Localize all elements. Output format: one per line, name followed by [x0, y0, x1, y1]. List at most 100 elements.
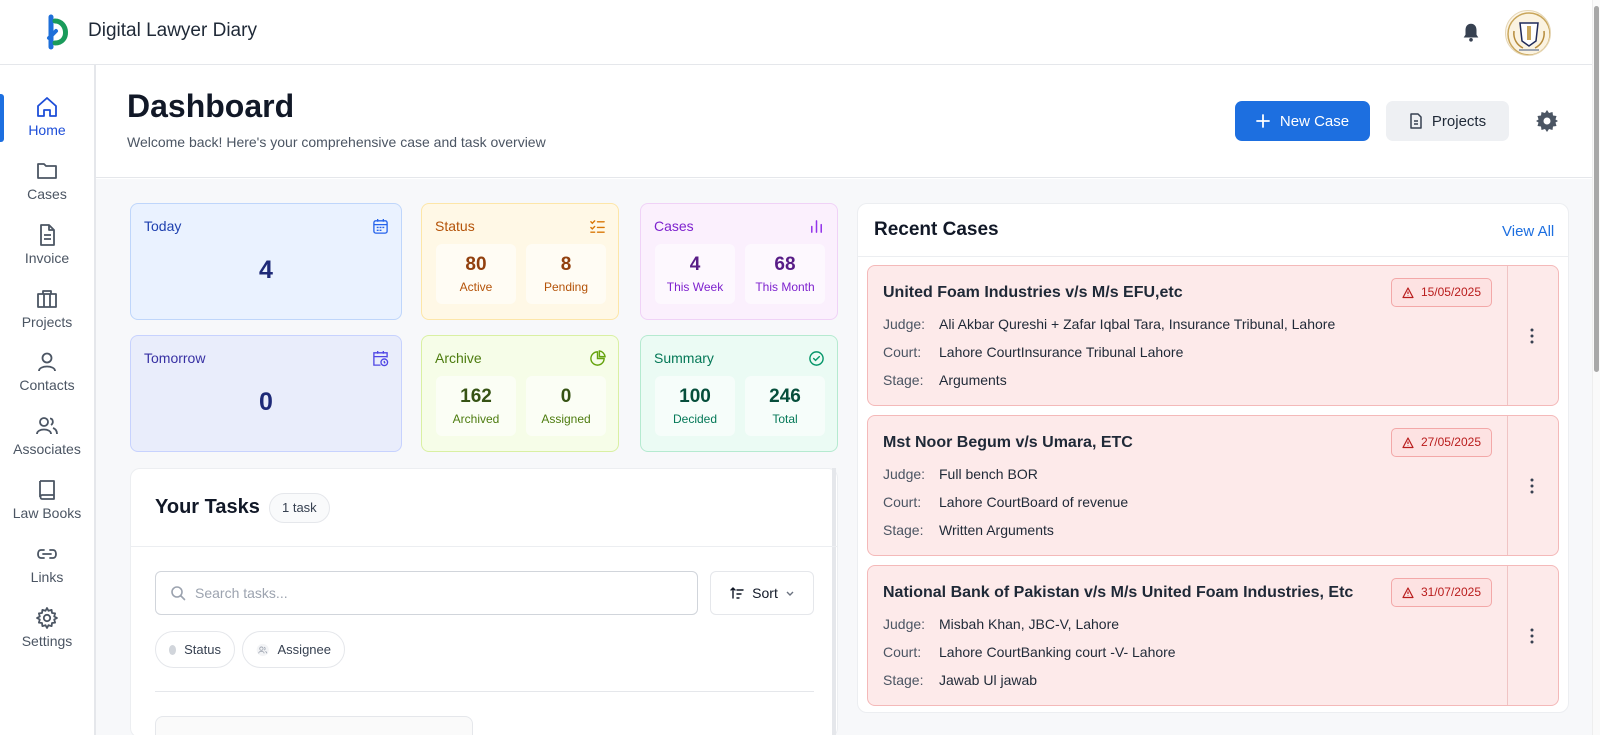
calendar-icon — [373, 218, 388, 234]
tasks-panel-scrollbar[interactable] — [832, 468, 836, 735]
task-search-input[interactable] — [195, 580, 685, 606]
divider — [131, 546, 837, 547]
case-stage-row: Stage: Written Arguments — [883, 522, 1054, 538]
stage-label: Stage: — [883, 672, 924, 688]
archive-card[interactable]: Archive 162 Archived 0 Assigned — [421, 335, 619, 452]
stat-archived: 162 Archived — [436, 376, 516, 436]
case-card[interactable]: United Foam Industries v/s M/s EFU,etc 1… — [867, 265, 1559, 406]
more-vertical-icon[interactable] — [1524, 626, 1540, 646]
stat-value: 162 — [460, 386, 492, 407]
checklist-icon — [590, 220, 605, 233]
case-judge-row: Judge: Misbah Khan, JBC-V, Lahore — [883, 616, 1119, 632]
status-card[interactable]: Status 80 Active 8 Pending — [421, 203, 619, 320]
sidebar-item-contacts[interactable]: Contacts — [0, 350, 94, 406]
stat-label: Total — [772, 412, 798, 426]
assignee-filter-chip[interactable]: Assignee — [242, 631, 345, 668]
judge-label: Judge: — [883, 466, 926, 482]
sidebar-item-law-books[interactable]: Law Books — [0, 478, 94, 534]
sidebar-item-settings[interactable]: Settings — [0, 606, 94, 662]
sidebar-item-home[interactable]: Home — [0, 94, 94, 151]
sidebar: Home Cases Invoice Projects Contacts Ass… — [0, 65, 96, 735]
case-stage: Written Arguments — [939, 522, 1054, 538]
task-item[interactable] — [155, 716, 473, 735]
sort-label: Sort — [752, 585, 778, 601]
case-stage-row: Stage: Arguments — [883, 372, 1007, 388]
plus-icon — [1255, 114, 1270, 128]
recent-cases-title: Recent Cases — [874, 219, 999, 240]
case-court: Lahore CourtBoard of revenue — [939, 494, 1129, 510]
home-icon — [37, 97, 57, 117]
warning-icon — [1402, 436, 1414, 448]
summary-card[interactable]: Summary 100 Decided 246 Total — [640, 335, 838, 452]
stat-label: Assigned — [541, 412, 591, 426]
case-card[interactable]: National Bank of Pakistan v/s M/s United… — [867, 565, 1559, 706]
hearing-date-badge: 15/05/2025 — [1390, 278, 1492, 307]
folder-icon — [37, 163, 57, 179]
case-card[interactable]: Mst Noor Begum v/s Umara, ETC 27/05/2025… — [867, 415, 1559, 556]
projects-label: Projects — [1431, 112, 1487, 130]
sort-button[interactable]: Sort — [710, 571, 814, 615]
sidebar-item-label: Invoice — [24, 250, 70, 266]
court-label: Court: — [883, 644, 922, 660]
sidebar-item-label: Contacts — [19, 377, 75, 393]
document-icon — [1410, 113, 1422, 129]
judge-label: Judge: — [883, 316, 926, 332]
hearing-date-badge: 31/07/2025 — [1390, 578, 1492, 607]
stat-pending: 8 Pending — [526, 244, 606, 304]
sidebar-item-label: Associates — [13, 441, 81, 457]
stat-decided: 100 Decided — [655, 376, 735, 436]
check-circle-icon — [809, 351, 824, 366]
stage-label: Stage: — [883, 522, 924, 538]
case-title: National Bank of Pakistan v/s M/s United… — [883, 584, 1354, 601]
today-card[interactable]: Today 4 — [130, 203, 402, 320]
card-title: Status — [435, 218, 475, 234]
stage-label: Stage: — [883, 372, 924, 388]
projects-button[interactable]: Projects — [1386, 101, 1509, 141]
tomorrow-count: 0 — [259, 388, 273, 416]
hearing-date: 15/05/2025 — [1420, 285, 1481, 299]
chip-label: Assignee — [277, 642, 331, 657]
divider — [1507, 416, 1508, 555]
case-judge: Misbah Khan, JBC-V, Lahore — [939, 616, 1120, 632]
status-filter-chip[interactable]: Status — [155, 631, 235, 668]
sidebar-item-associates[interactable]: Associates — [0, 414, 94, 470]
stat-value: 4 — [689, 254, 701, 275]
stat-label: Decided — [672, 412, 718, 426]
notification-bell-icon[interactable] — [1460, 21, 1482, 43]
stat-value: 0 — [560, 386, 572, 407]
divider — [858, 256, 1568, 257]
stat-value: 8 — [560, 254, 572, 275]
users-icon — [256, 643, 269, 656]
stat-label: Active — [459, 280, 493, 294]
scrollbar-thumb[interactable] — [1594, 6, 1599, 372]
stat-total: 246 Total — [745, 376, 825, 436]
more-vertical-icon[interactable] — [1524, 326, 1540, 346]
more-vertical-icon[interactable] — [1524, 476, 1540, 496]
gear-icon — [36, 607, 58, 629]
stat-value: 68 — [774, 254, 796, 275]
case-stage-row: Stage: Jawab Ul jawab — [883, 672, 1037, 688]
cases-card[interactable]: Cases 4 This Week 68 This Month — [640, 203, 838, 320]
settings-gear-icon[interactable] — [1535, 109, 1559, 133]
case-court-row: Court: Lahore CourtInsurance Tribunal Lah… — [883, 344, 1183, 360]
app-logo-icon[interactable] — [46, 14, 72, 50]
user-avatar[interactable] — [1505, 10, 1551, 56]
sidebar-item-projects[interactable]: Projects — [0, 287, 94, 343]
sidebar-item-cases[interactable]: Cases — [0, 159, 94, 215]
pie-chart-icon — [590, 350, 606, 366]
divider — [155, 691, 814, 692]
card-title: Summary — [654, 350, 714, 366]
new-case-button[interactable]: New Case — [1235, 101, 1370, 141]
sort-icon — [730, 587, 744, 599]
sidebar-item-links[interactable]: Links — [0, 542, 94, 598]
top-bar: Digital Lawyer Diary — [0, 0, 1600, 65]
sidebar-item-invoice[interactable]: Invoice — [0, 223, 94, 279]
task-search-box[interactable] — [155, 571, 698, 615]
page-title: Dashboard — [127, 88, 295, 124]
case-judge-row: Judge: Full bench BOR — [883, 466, 1038, 482]
tomorrow-card[interactable]: Tomorrow 0 — [130, 335, 402, 452]
case-court: Lahore CourtBanking court -V- Lahore — [939, 644, 1176, 660]
view-all-link[interactable]: View All — [1502, 223, 1555, 240]
law-company-seal-icon — [1507, 12, 1550, 55]
case-stage: Jawab Ul jawab — [939, 672, 1038, 688]
